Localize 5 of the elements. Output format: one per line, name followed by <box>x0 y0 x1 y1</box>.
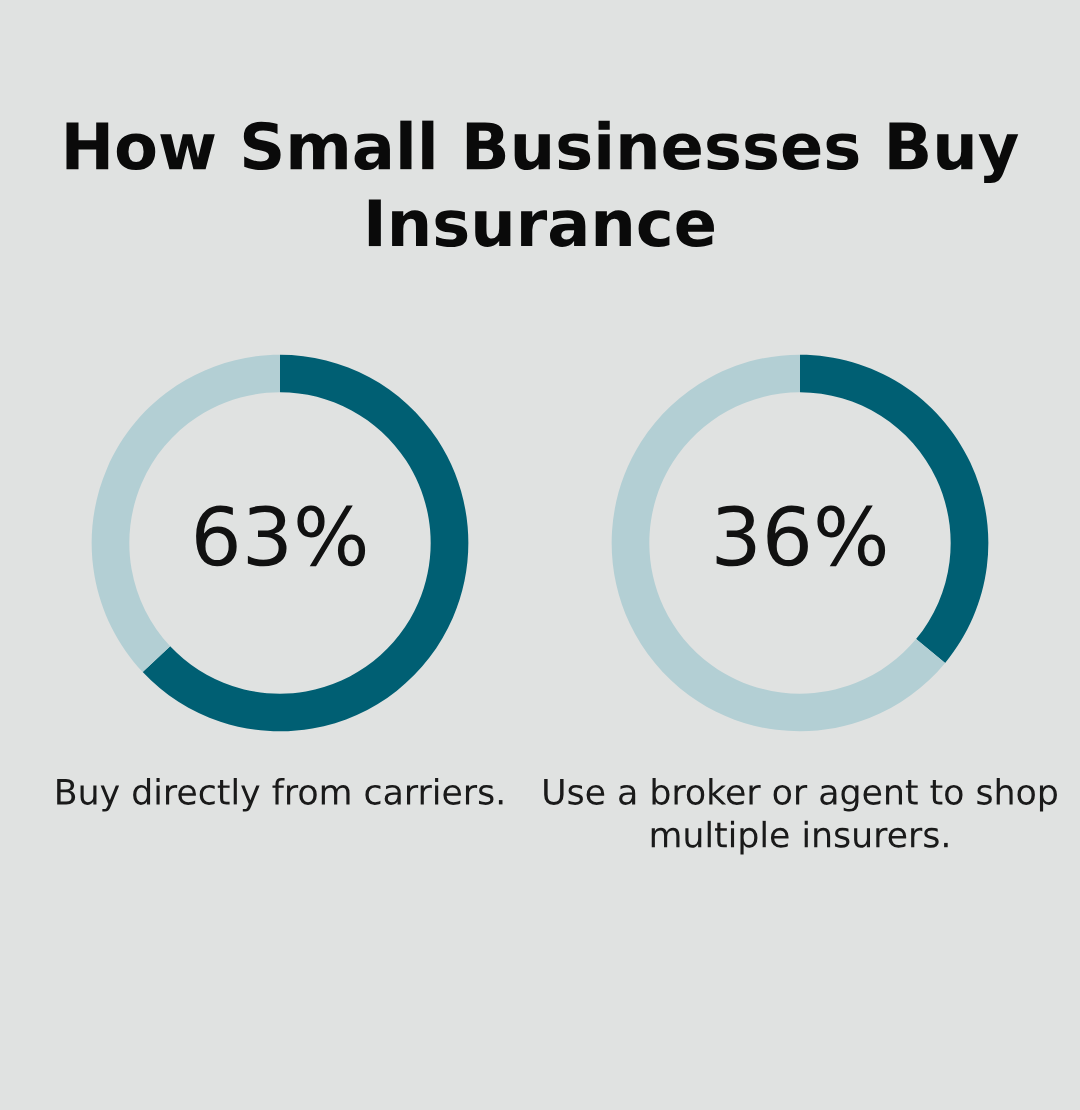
chart-title: How Small Businesses Buy Insurance <box>66 120 1019 247</box>
data-label: 36% <box>716 505 886 567</box>
data-label: 63% <box>196 505 366 567</box>
text: Use a broker or agent to shop multiple insurers. <box>544 778 1057 855</box>
text: Buy directly from carriers. <box>57 778 503 812</box>
